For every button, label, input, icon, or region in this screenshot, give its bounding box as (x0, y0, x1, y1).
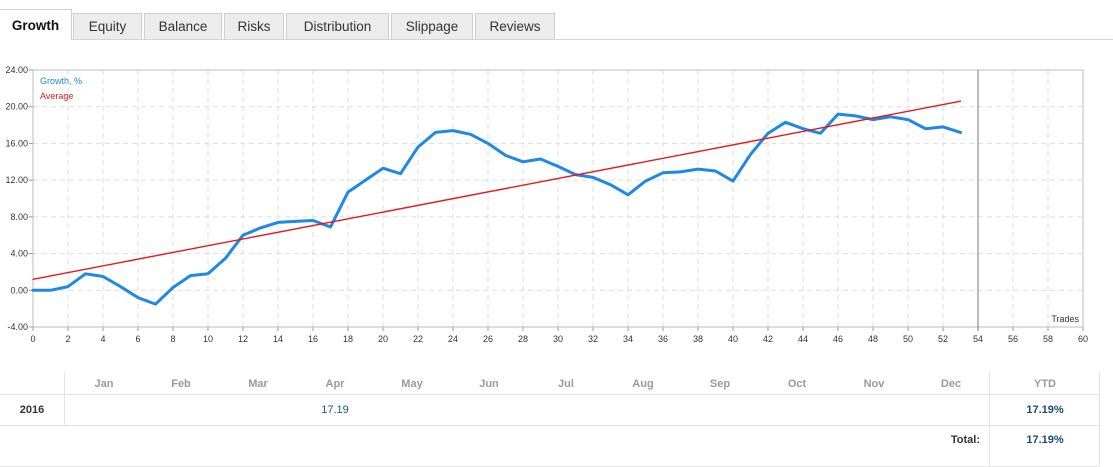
total-label: Total: (950, 434, 980, 446)
x-tick-label: 32 (588, 334, 598, 344)
x-tick-label: 44 (798, 334, 808, 344)
x-tick-label: 46 (833, 334, 843, 344)
x-tick-label: 6 (135, 334, 140, 344)
x-tick-label: 40 (728, 334, 738, 344)
x-tick-label: 16 (308, 334, 318, 344)
tab-equity[interactable]: Equity (73, 13, 142, 39)
y-tick-label: 20.00 (5, 102, 28, 112)
total-value: 17.19% (1026, 434, 1064, 446)
table-row-divider (0, 425, 1100, 426)
month-header-oct: Oct (787, 378, 807, 390)
x-tick-label: 14 (273, 334, 283, 344)
x-tick-label: 12 (238, 334, 248, 344)
x-tick-label: 10 (203, 334, 213, 344)
month-header-may: May (401, 378, 423, 390)
table-right-border (1099, 372, 1100, 466)
month-header-sep: Sep (709, 378, 731, 390)
x-tick-label: 24 (448, 334, 458, 344)
month-header-dec: Dec (940, 378, 962, 390)
x-tick-label: 8 (170, 334, 175, 344)
month-header-jul: Jul (558, 378, 574, 390)
y-tick-label: 24.00 (5, 65, 28, 75)
growth-series-line (31, 112, 962, 306)
x-tick-label: 0 (30, 334, 35, 344)
tab-slippage[interactable]: Slippage (391, 13, 473, 39)
x-tick-label: 26 (483, 334, 493, 344)
month-header-feb: Feb (171, 378, 191, 390)
x-tick-label: 22 (413, 334, 423, 344)
year-label: 2016 (19, 404, 45, 416)
month-header-apr: Apr (325, 378, 345, 390)
legend-average: Average (40, 91, 73, 101)
y-tick-label: -4.00 (7, 322, 28, 332)
y-tick-label: 0.00 (10, 285, 28, 295)
growth-chart: 0 2 4 6 8 10 12 14 16 18 20 22 24 26 28 30 32 34 36 38 40 42 4… (5, 65, 1088, 344)
apr-value[interactable]: 17.19 (321, 404, 349, 416)
tab-bar-divider (0, 39, 1113, 40)
tab-distribution[interactable]: Distribution (286, 13, 389, 39)
x-tick-label: 58 (1043, 334, 1053, 344)
tab-risks[interactable]: Risks (224, 13, 284, 39)
tab-balance[interactable]: Balance (144, 13, 222, 39)
x-tick-label: 60 (1078, 334, 1088, 344)
table-header-divider (0, 394, 1100, 395)
plot-area-border (32, 69, 1084, 328)
x-tick-label: 48 (868, 334, 878, 344)
month-header-aug: Aug (632, 378, 654, 390)
y-tick-label: 8.00 (10, 212, 28, 222)
table-ytd-divider (989, 372, 990, 466)
x-tick-label: 30 (553, 334, 563, 344)
x-tick-label: 2 (65, 334, 70, 344)
tab-reviews[interactable]: Reviews (475, 13, 555, 39)
x-tick-label: 56 (1008, 334, 1018, 344)
x-tick-label: 38 (693, 334, 703, 344)
x-axis-label: Trades (1051, 314, 1079, 324)
legend-growth: Growth, % (40, 76, 82, 86)
y-tick-label: 16.00 (5, 138, 28, 148)
x-tick-label: 20 (378, 334, 388, 344)
month-header-jan: Jan (94, 378, 114, 390)
monthly-growth-table: Jan Feb Mar Apr May Jun Jul Aug Sep Oct … (0, 372, 1113, 467)
x-tick-label: 42 (763, 334, 773, 344)
ytd-header: YTD (1034, 378, 1056, 390)
x-tick-label: 34 (623, 334, 633, 344)
tab-growth[interactable]: Growth (0, 9, 72, 40)
month-header-jun: Jun (479, 378, 499, 390)
x-tick-label: 28 (518, 334, 528, 344)
month-header-nov: Nov (863, 378, 885, 390)
x-tick-label: 52 (938, 334, 948, 344)
ytd-value: 17.19% (1026, 404, 1064, 416)
y-tick-label: 4.00 (10, 249, 28, 259)
x-tick-label: 18 (343, 334, 353, 344)
table-year-divider (64, 372, 65, 425)
average-series-line (32, 100, 962, 280)
month-header-mar: Mar (248, 378, 268, 390)
tab-bar: Growth Equity Balance Risks Distribution… (0, 0, 1113, 40)
x-tick-label: 36 (658, 334, 668, 344)
x-tick-label: 54 (973, 334, 983, 344)
x-tick-label: 50 (903, 334, 913, 344)
y-tick-label: 12.00 (5, 175, 28, 185)
x-tick-label: 4 (100, 334, 105, 344)
